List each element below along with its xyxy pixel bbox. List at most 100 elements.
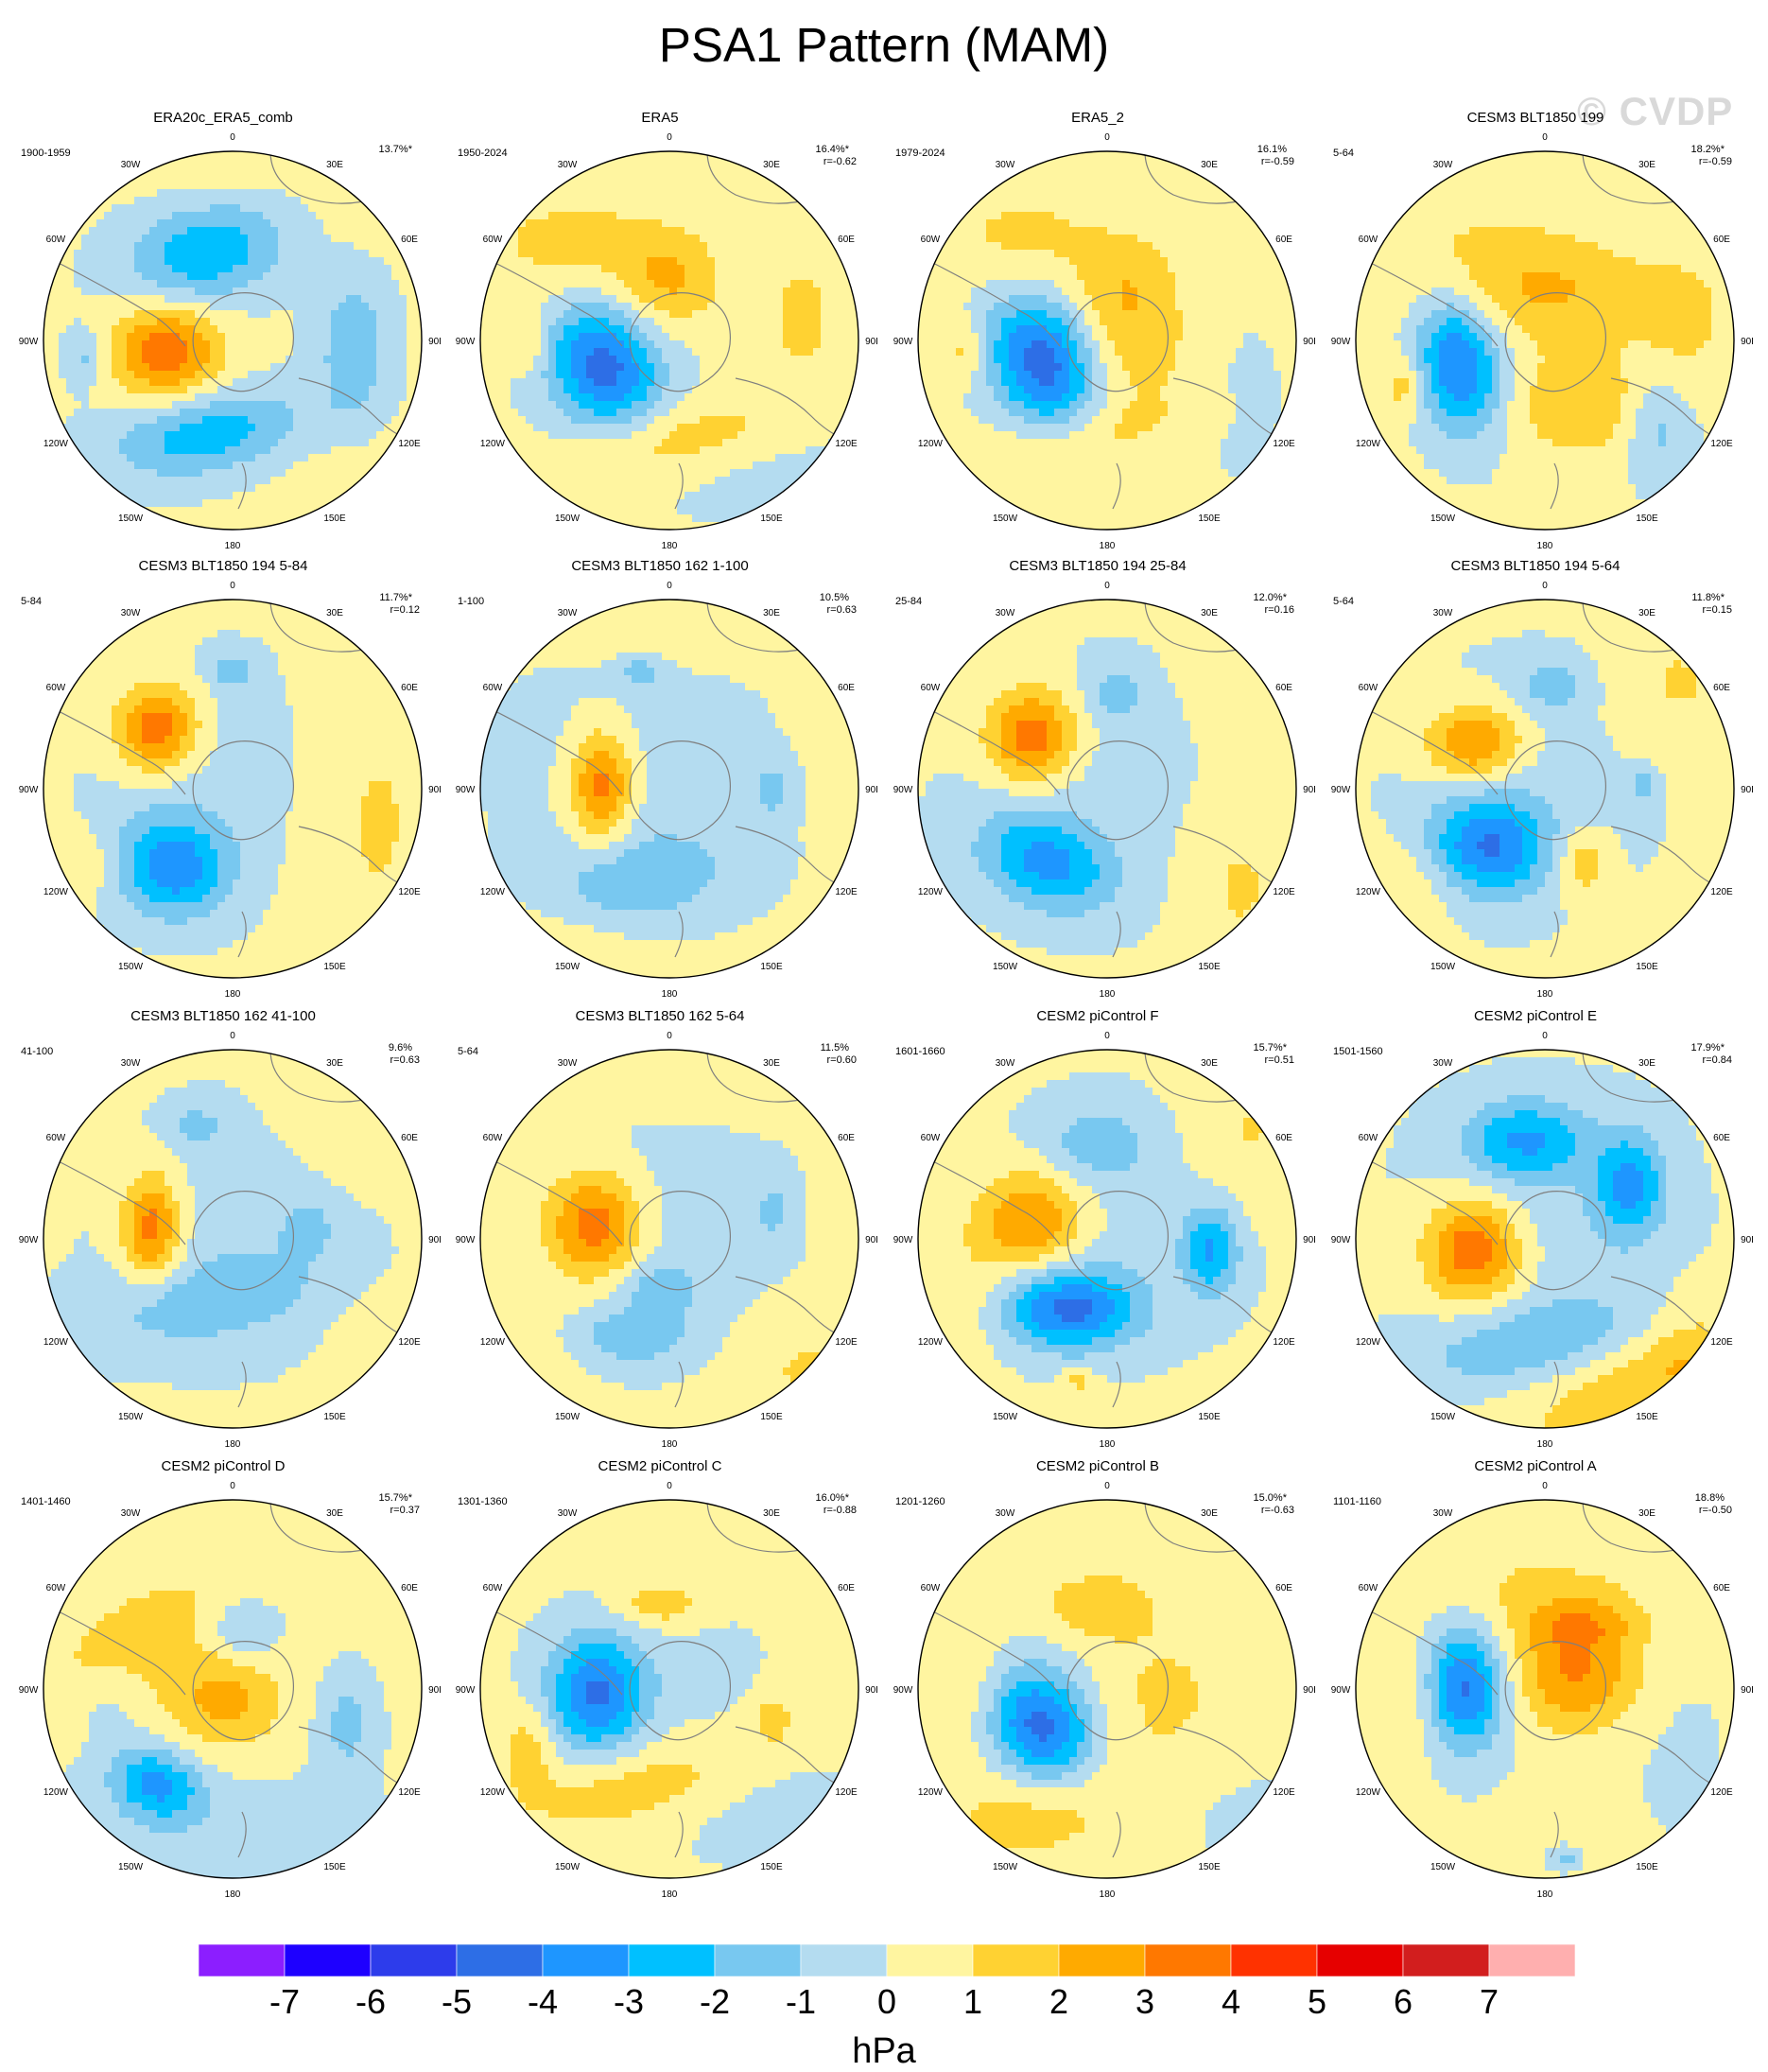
longitude-label: 30E [1638, 160, 1655, 170]
longitude-label: 90W [19, 1685, 39, 1696]
longitude-label: 180 [225, 1439, 241, 1450]
pressure-field [918, 151, 1297, 531]
longitude-label: 150E [323, 962, 346, 972]
longitude-label: 60W [46, 1583, 66, 1593]
longitude-label: 30E [1201, 608, 1218, 618]
longitude-label: 120W [480, 439, 506, 449]
longitude-label: 120W [918, 887, 944, 897]
colorbar-swatch [1317, 1944, 1403, 1976]
longitude-label: 120E [835, 1337, 858, 1348]
colorbar [199, 1944, 1575, 1976]
colorbar-tick-label: -7 [247, 1982, 322, 2022]
longitude-label: 60E [1275, 683, 1292, 693]
colorbar-tick-label: 5 [1279, 1982, 1355, 2022]
colorbar-tick-label: -5 [419, 1982, 494, 2022]
pressure-field [1356, 1500, 1735, 1879]
longitude-label: 150E [1198, 1412, 1221, 1422]
longitude-label: 0 [667, 132, 672, 143]
longitude-label: 90E [1303, 785, 1315, 795]
longitude-label: 0 [1104, 1481, 1110, 1491]
longitude-label: 0 [230, 581, 235, 591]
polar-map: 030E60E90E120E150E180150W120W90W60W30W [1318, 110, 1753, 554]
longitude-label: 120W [43, 1337, 69, 1348]
longitude-label: 60E [838, 1583, 855, 1593]
longitude-label: 30W [558, 1508, 578, 1519]
longitude-label: 0 [230, 1481, 235, 1491]
longitude-label: 90E [1303, 1685, 1315, 1696]
longitude-label: 150W [118, 1862, 144, 1872]
longitude-label: 90E [428, 1235, 441, 1245]
polar-map: 030E60E90E120E150E180150W120W90W60W30W [442, 1008, 877, 1453]
longitude-label: 60E [1275, 1583, 1292, 1593]
longitude-label: 150W [118, 962, 144, 972]
pressure-field [1356, 1050, 1735, 1429]
longitude-label: 180 [662, 1889, 678, 1900]
longitude-label: 90W [19, 1235, 39, 1245]
polar-map: 030E60E90E120E150E180150W120W90W60W30W [1318, 1458, 1753, 1903]
colorbar-swatch [1231, 1944, 1317, 1976]
longitude-label: 150W [118, 1412, 144, 1422]
colorbar-swatch [1059, 1944, 1145, 1976]
longitude-label: 0 [667, 1031, 672, 1041]
figure-title: PSA1 Pattern (MAM) [0, 17, 1768, 73]
longitude-label: 30W [996, 1058, 1015, 1069]
longitude-label: 30E [1638, 1058, 1655, 1069]
colorbar-tick-label: 6 [1365, 1982, 1441, 2022]
polar-map: 030E60E90E120E150E180150W120W90W60W30W [6, 110, 441, 554]
longitude-label: 120W [1356, 1337, 1381, 1348]
longitude-label: 30W [1433, 160, 1453, 170]
longitude-label: 0 [667, 1481, 672, 1491]
colorbar-swatch [199, 1944, 285, 1976]
longitude-label: 30E [1201, 160, 1218, 170]
longitude-label: 60W [1359, 1133, 1378, 1143]
longitude-label: 90E [1741, 785, 1753, 795]
longitude-label: 150W [555, 1862, 581, 1872]
longitude-label: 90W [893, 1235, 913, 1245]
longitude-label: 90E [1303, 1235, 1315, 1245]
longitude-label: 60E [1713, 235, 1730, 245]
pressure-field [918, 600, 1297, 979]
longitude-label: 120E [1273, 1787, 1295, 1798]
longitude-label: 90E [865, 337, 877, 347]
longitude-label: 30W [1433, 1058, 1453, 1069]
longitude-label: 120E [1273, 439, 1295, 449]
longitude-label: 30E [763, 1508, 780, 1519]
longitude-label: 60W [483, 683, 503, 693]
longitude-label: 180 [1100, 541, 1116, 551]
longitude-label: 0 [230, 1031, 235, 1041]
polar-map: 030E60E90E120E150E180150W120W90W60W30W [442, 558, 877, 1002]
colorbar-swatch [371, 1944, 457, 1976]
longitude-label: 120E [398, 1337, 421, 1348]
longitude-label: 180 [225, 989, 241, 1000]
longitude-label: 150W [993, 962, 1018, 972]
longitude-label: 120W [480, 1787, 506, 1798]
colorbar-swatch [887, 1944, 973, 1976]
longitude-label: 180 [225, 541, 241, 551]
longitude-label: 30W [558, 1058, 578, 1069]
longitude-label: 30W [121, 608, 141, 618]
longitude-label: 150E [323, 1862, 346, 1872]
colorbar-tick-label: -3 [591, 1982, 667, 2022]
longitude-label: 150W [993, 1412, 1018, 1422]
longitude-label: 30W [121, 1058, 141, 1069]
longitude-label: 120W [1356, 887, 1381, 897]
longitude-label: 30E [1201, 1508, 1218, 1519]
longitude-label: 180 [225, 1889, 241, 1900]
longitude-label: 90W [19, 785, 39, 795]
polar-map: 030E60E90E120E150E180150W120W90W60W30W [442, 1458, 877, 1903]
pressure-field [43, 151, 423, 531]
pressure-field [43, 600, 423, 979]
longitude-label: 150W [118, 514, 144, 524]
longitude-label: 90W [1331, 1235, 1351, 1245]
pressure-field [480, 1500, 859, 1879]
longitude-label: 60W [483, 235, 503, 245]
pressure-field [918, 1500, 1297, 1879]
longitude-label: 60W [483, 1583, 503, 1593]
map-panel: ERA51950-202416.4%*r=-0.62030E60E90E120E… [442, 110, 877, 554]
longitude-label: 30E [326, 1508, 343, 1519]
